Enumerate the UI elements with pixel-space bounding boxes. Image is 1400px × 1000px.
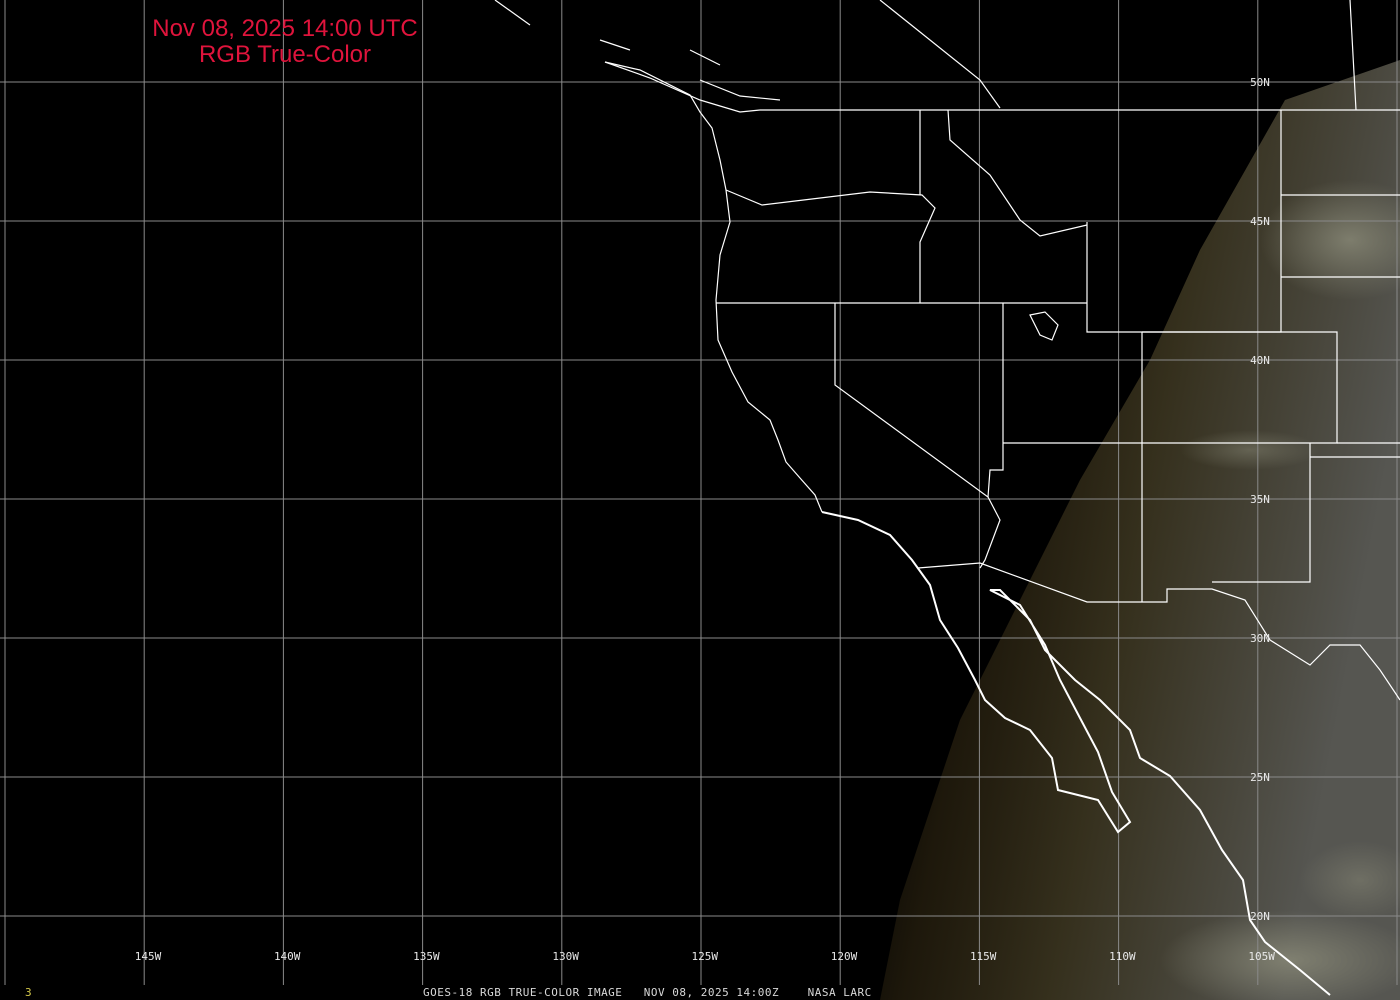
latitude-label: 40N — [1250, 354, 1270, 367]
grid-labels: 145W 140W 135W 130W 125W 120W 115W 110W 105W 50N 4… — [135, 76, 1275, 963]
latitude-label: 25N — [1250, 771, 1270, 784]
dakotas — [1281, 0, 1400, 278]
great-salt-lake — [1029, 311, 1059, 341]
longitude-label: 105W — [1248, 950, 1275, 963]
coastline-south — [821, 511, 1331, 996]
longitude-label: 110W — [1109, 950, 1136, 963]
coastline-north — [604, 61, 823, 513]
longitude-label: 120W — [831, 950, 858, 963]
ca-nv-border — [834, 303, 1001, 569]
latitude-label: 35N — [1250, 493, 1270, 506]
wa-or-border — [725, 189, 936, 303]
map-title-time: Nov 08, 2025 14:00 UTC — [152, 15, 418, 42]
longitude-label: 130W — [552, 950, 579, 963]
latitude-label: 20N — [1250, 910, 1270, 923]
longitude-label: 125W — [692, 950, 719, 963]
id-mt-border — [947, 109, 1088, 237]
political-borders — [494, 0, 1400, 996]
oklahoma — [1310, 442, 1400, 458]
canada-coast — [599, 39, 781, 113]
ut-co-az-nm — [1141, 332, 1311, 602]
nv-ut-border — [987, 303, 1004, 498]
us-mexico-border — [917, 562, 1400, 701]
frame-number: 3 — [25, 986, 32, 999]
latitude-label: 45N — [1250, 215, 1270, 228]
latitude-label: 30N — [1250, 632, 1270, 645]
map-title-product: RGB True-Color — [198, 41, 372, 68]
latitude-label: 50N — [1250, 76, 1270, 89]
colorado — [1003, 331, 1338, 444]
daylight-imagery — [880, 60, 1400, 1000]
canada-interior — [494, 0, 1001, 109]
footer-caption: GOES-18 RGB TRUE-COLOR IMAGE NOV 08, 202… — [423, 986, 872, 999]
longitude-label: 145W — [135, 950, 162, 963]
footer-bar: 3 GOES-18 RGB TRUE-COLOR IMAGE NOV 08, 2… — [0, 986, 1400, 1000]
longitude-label: 140W — [274, 950, 301, 963]
longitude-label: 135W — [413, 950, 440, 963]
longitude-label: 115W — [970, 950, 997, 963]
